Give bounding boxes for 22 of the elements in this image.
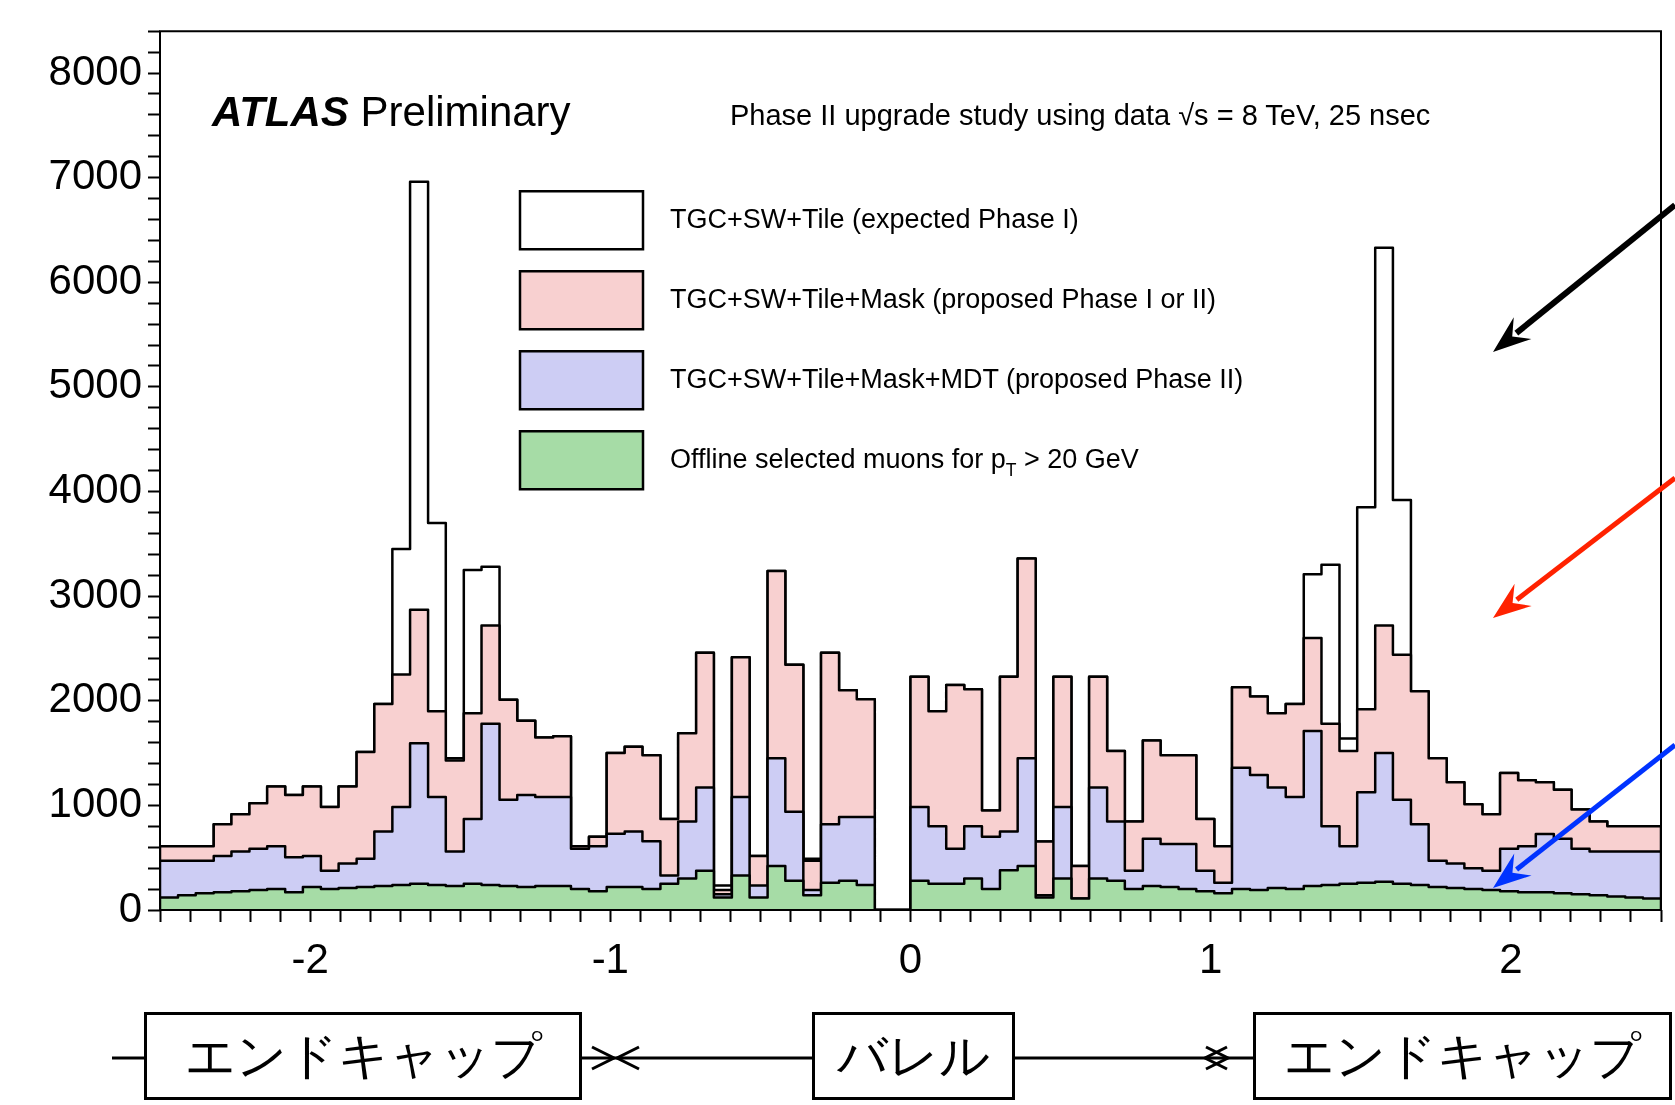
text: ATLAS Preliminary — [211, 88, 571, 136]
x-tick-label: 1 — [1199, 934, 1223, 982]
x-tick-label: 0 — [898, 934, 923, 982]
text: エンドキャップ — [144, 1012, 582, 1100]
legend-label: TGC+SW+Tile (expected Phase I) — [670, 204, 1079, 235]
y-tick-label: 2000 — [48, 674, 142, 722]
y-tick-label: 3000 — [48, 569, 142, 617]
text: バレル — [812, 1012, 1015, 1100]
text: Phase II upgrade study using data √s = 8 TeV, 25 nsec — [730, 99, 1431, 132]
x-tick-label: -1 — [591, 934, 629, 982]
legend-label: TGC+SW+Tile+Mask+MDT (proposed Phase II) — [670, 364, 1244, 395]
y-tick-label: 1000 — [48, 778, 142, 826]
y-tick-label: 7000 — [48, 151, 142, 199]
y-tick-label: 0 — [118, 883, 142, 931]
y-tick-label: 8000 — [48, 46, 142, 94]
x-tick-label: -2 — [291, 934, 329, 982]
y-tick-label: 4000 — [48, 465, 142, 513]
y-tick-label: 6000 — [48, 255, 142, 303]
x-tick-label: 2 — [1499, 934, 1523, 982]
legend-label: TGC+SW+Tile+Mask (proposed Phase I or II) — [670, 284, 1216, 315]
text: エンドキャップ — [1253, 1012, 1672, 1100]
y-tick-label: 5000 — [48, 360, 142, 408]
